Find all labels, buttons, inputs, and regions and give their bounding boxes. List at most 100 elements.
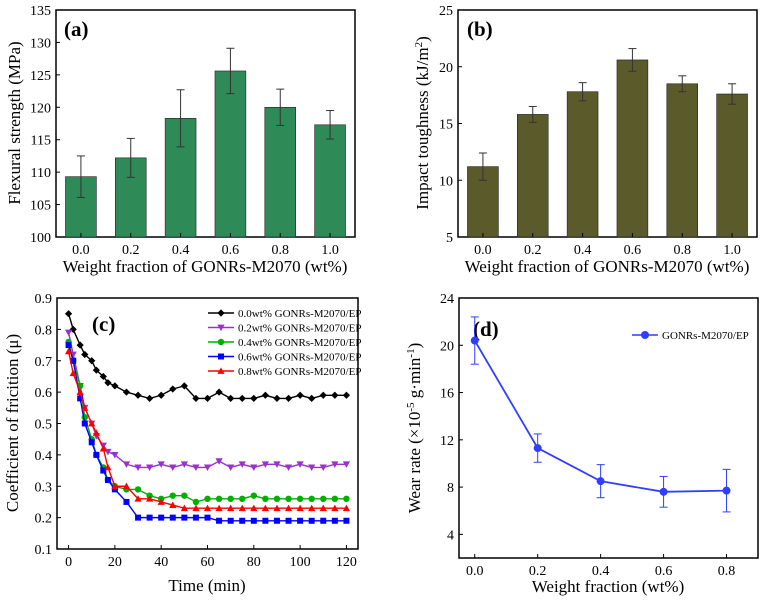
- panel-c-point-2: [239, 495, 246, 502]
- panel-d-x-tick-label: 0.6: [655, 564, 673, 579]
- panel-c-point-2: [273, 495, 281, 502]
- b-x-tick-label: 0.4: [574, 243, 592, 258]
- panel-c-point-1: [169, 464, 177, 472]
- panel-c-point-1: [261, 461, 269, 468]
- panel-c-point-0: [319, 391, 327, 399]
- panel-c-point-3: [297, 517, 304, 524]
- panel-b-x-axis-label: Weight fraction of GONRs-M2070 (wt%): [465, 257, 750, 276]
- panel-c-point-3: [308, 517, 315, 524]
- b-bar: [566, 91, 599, 238]
- a-bar: [314, 124, 346, 238]
- panel-c-legend-marker: [218, 353, 224, 360]
- panel-d-y-tick-label: 8: [447, 481, 454, 496]
- panel-c-x-ticks: 0 20 40 60 80 100 120: [65, 545, 357, 570]
- panel-c-point-4: [250, 504, 258, 512]
- panel-c-point-4: [169, 501, 177, 508]
- b-bar: [517, 114, 549, 238]
- panel-c-point-1: [342, 461, 351, 468]
- panel-c-point-4: [192, 504, 200, 512]
- panel-d-legend-label: GONRs-M2070/EP: [662, 330, 749, 342]
- panel-d-y-tick-label: 20: [440, 339, 454, 354]
- panel-c-point-0: [308, 394, 316, 402]
- panel-c-point-3: [70, 357, 77, 364]
- panel-c-point-1: [157, 461, 165, 468]
- panel-d-y-tick-label: 24: [440, 292, 454, 307]
- panel-c-y-tick-label: 0.8: [35, 323, 53, 338]
- panel-c-point-3: [227, 517, 234, 524]
- panel-d-y-label-mid: g·min: [405, 357, 424, 402]
- panel-b-bars: [467, 48, 748, 238]
- b-y-tick-label: 5: [446, 231, 453, 246]
- panel-d-frame: [458, 297, 759, 559]
- a-x-tick-label: 0.6: [222, 243, 240, 258]
- panel-c-point-2: [331, 495, 339, 502]
- panel-c-point-4: [319, 504, 327, 512]
- panel-c-point-1: [296, 461, 304, 468]
- a-bar: [214, 70, 247, 238]
- panel-d-x-tick-label: 0.0: [466, 564, 484, 579]
- panel-c-point-3: [81, 420, 88, 427]
- panel-c-point-0: [238, 394, 246, 402]
- b-bar: [666, 83, 698, 238]
- panel-d-point: [596, 477, 605, 486]
- panel-a-y-axis-label: Flexural strength (MPa): [5, 41, 24, 204]
- panel-c-point-0: [69, 325, 77, 333]
- panel-c-y-axis-label: Coefficient of fricition (μ): [3, 334, 22, 512]
- panel-c-point-0: [88, 357, 96, 365]
- panel-d-point: [659, 487, 668, 496]
- panel-c-x-tick-label: 60: [201, 555, 215, 570]
- panel-c-point-3: [343, 517, 350, 524]
- panel-b-x-ticks: 0.0 0.2 0.4 0.6 0.8 1.0: [474, 233, 741, 258]
- panel-d-label: (d): [473, 317, 499, 341]
- panel-c-point-4: [215, 504, 223, 512]
- panel-c-point-4: [134, 495, 142, 502]
- b-y-tick-label: 15: [439, 118, 453, 133]
- panel-c-point-4: [261, 504, 269, 512]
- panel-c-point-0: [81, 350, 89, 359]
- panel-c-y-tick-label: 0.2: [35, 512, 53, 527]
- panel-c-point-1: [122, 461, 131, 468]
- b-x-tick-label: 0.6: [624, 243, 642, 258]
- panel-b: (b) 5 10 15 20 25 0.0 0.2 0.4 0.6 0.8 1.0 Weight …: [413, 4, 758, 276]
- a-x-tick-label: 1.0: [321, 243, 339, 258]
- panel-c-point-3: [135, 514, 142, 521]
- panel-c-y-ticks: 0.1 0.2 0.3 0.4 0.5 0.6 0.7 0.8 0.9: [35, 292, 61, 558]
- panel-c-point-3: [192, 514, 199, 521]
- panel-c-point-0: [104, 379, 112, 387]
- panel-d-legend-marker: [641, 331, 649, 339]
- panel-c-point-3: [250, 517, 257, 524]
- panel-c-point-0: [111, 382, 119, 390]
- panel-a-x-ticks: 0.0 0.2 0.4 0.6 0.8 1.0: [72, 233, 339, 258]
- panel-d-y-label-end: ): [405, 343, 424, 349]
- a-y-tick-label: 130: [30, 36, 51, 51]
- panel-c-point-2: [285, 495, 292, 502]
- panel-c-legend: 0.0wt% GONRs-M2070/EP 0.2wt% GONRs-M2070/…: [208, 308, 361, 378]
- panel-d-y-label-sup2: -1: [405, 348, 417, 357]
- panel-c-point-4: [122, 482, 131, 490]
- panel-c-legend-marker: [217, 367, 225, 374]
- panel-c-point-0: [284, 394, 293, 402]
- panel-c-y-tick-label: 0.7: [35, 355, 53, 370]
- panel-c-point-0: [169, 385, 177, 393]
- panel-d-x-ticks: 0.0 0.2 0.4 0.6 0.8: [466, 554, 735, 579]
- panel-c-point-3: [65, 342, 72, 349]
- panel-d-x-tick-label: 0.2: [529, 564, 547, 579]
- panel-b-frame: [457, 9, 758, 238]
- panel-c-point-1: [64, 329, 73, 337]
- panel-c-point-0: [192, 394, 200, 402]
- panel-d-y-ticks: 4 8 12 16 20 24: [440, 292, 463, 543]
- panel-c-point-3: [104, 476, 111, 483]
- panel-c-point-4: [296, 504, 304, 512]
- b-bar: [616, 59, 649, 238]
- a-x-tick-label: 0.8: [272, 243, 290, 258]
- panel-c-point-2: [169, 492, 176, 499]
- panel-c-point-4: [331, 504, 339, 512]
- panel-c-point-0: [76, 341, 84, 349]
- panel-c-point-4: [273, 504, 281, 512]
- panel-b-y-ticks: 5 10 15 20 25: [439, 4, 462, 246]
- panel-d-y-tick-label: 4: [447, 528, 454, 543]
- panel-a-x-axis-label: Weight fraction of GONRs-M2070 (wt%): [63, 257, 348, 276]
- panel-c-point-4: [64, 347, 73, 355]
- panel-a-bars: [65, 47, 346, 238]
